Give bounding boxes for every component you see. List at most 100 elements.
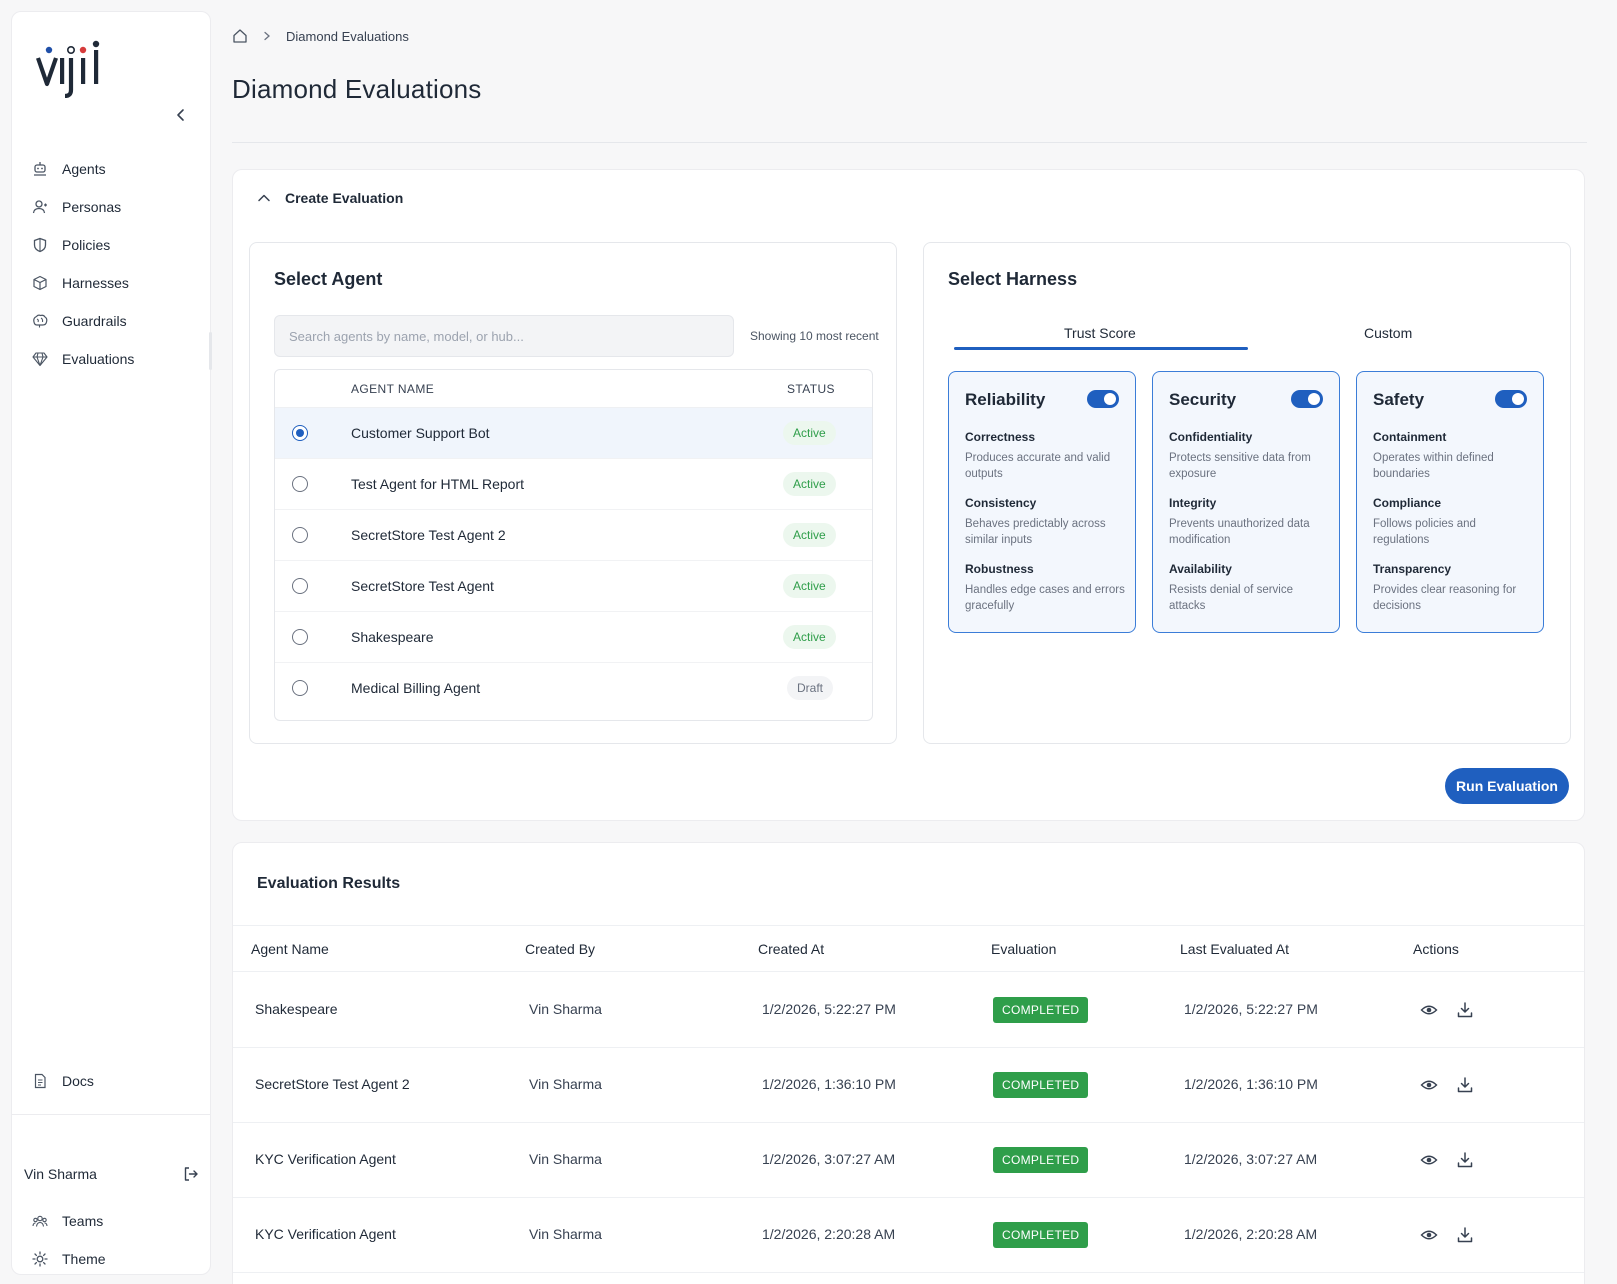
chevron-up-icon (258, 194, 270, 202)
agent-search-input[interactable] (274, 315, 734, 357)
vijil-logo[interactable] (36, 34, 116, 99)
column-last-evaluated-at[interactable]: Last Evaluated At (1180, 941, 1289, 957)
safety-toggle[interactable] (1495, 390, 1527, 408)
status-badge: Active (783, 625, 836, 649)
row-created-by: Vin Sharma (529, 1226, 602, 1242)
sidebar-item-theme[interactable]: Theme (12, 1240, 212, 1278)
column-evaluation[interactable]: Evaluation (991, 941, 1057, 957)
agent-icon (32, 161, 48, 177)
download-icon (1457, 1227, 1473, 1243)
agent-radio[interactable] (292, 425, 308, 441)
download-icon (1457, 1152, 1473, 1168)
sidebar-item-harnesses[interactable]: Harnesses (12, 264, 212, 302)
sidebar-item-evaluations[interactable]: Evaluations (12, 340, 212, 378)
download-button[interactable] (1454, 1224, 1476, 1246)
harness-card-title: Security (1169, 390, 1237, 409)
column-status: STATUS (787, 382, 835, 396)
tab-trust-score[interactable]: Trust Score (1064, 325, 1136, 341)
shield-icon (32, 237, 48, 253)
harness-item: Transparency Provides clear reasoning for… (1373, 562, 1533, 614)
harness-item: Availability Resists denial of service at… (1169, 562, 1329, 614)
column-agent-name: AGENT NAME (351, 382, 435, 396)
collapse-sidebar-button[interactable] (168, 102, 194, 128)
agent-row[interactable]: Customer Support Bot Active (275, 408, 872, 459)
home-button[interactable] (232, 28, 248, 44)
harness-card-title: Safety (1373, 390, 1425, 409)
logout-button[interactable] (182, 1165, 200, 1183)
title-divider (232, 142, 1587, 143)
sidebar-item-label: Agents (62, 161, 106, 177)
tab-custom[interactable]: Custom (1364, 325, 1413, 341)
sidebar: Agents Personas Policies Harnesses Guard… (11, 11, 212, 1278)
agent-row[interactable]: Medical Billing Agent Draft (275, 663, 872, 714)
table-row[interactable]: SecretStore Test Agent 2 Vin Sharma 1/2/… (233, 1048, 1584, 1123)
harness-item-title: Availability (1169, 562, 1232, 576)
create-evaluation-toggle[interactable]: Create Evaluation (257, 190, 403, 206)
breadcrumb: Diamond Evaluations (232, 28, 409, 44)
run-evaluation-button[interactable]: Run Evaluation (1445, 768, 1569, 804)
harness-card-security[interactable]: Security Confidentiality Protects sensiti… (1152, 371, 1340, 633)
security-toggle[interactable] (1291, 390, 1323, 408)
row-created-at: 1/2/2026, 2:20:28 AM (762, 1226, 896, 1242)
sidebar-item-policies[interactable]: Policies (12, 226, 212, 264)
view-button[interactable] (1418, 1074, 1440, 1096)
download-button[interactable] (1454, 999, 1476, 1021)
sidebar-item-label: Personas (62, 199, 122, 215)
agent-row[interactable]: SecretStore Test Agent Active (275, 561, 872, 612)
sidebar-item-personas[interactable]: Personas (12, 188, 212, 226)
row-agent-name: SecretStore Test Agent 2 (255, 1076, 410, 1092)
agent-radio[interactable] (292, 680, 308, 696)
row-last-evaluated: 1/2/2026, 2:20:28 AM (1184, 1226, 1318, 1242)
harness-item-title: Compliance (1373, 496, 1442, 510)
view-button[interactable] (1418, 1149, 1440, 1171)
harness-item-desc: Resists denial of service attacks (1169, 584, 1293, 612)
download-button[interactable] (1454, 1074, 1476, 1096)
agent-row[interactable]: SecretStore Test Agent 2 Active (275, 510, 872, 561)
sidebar-item-docs[interactable]: Docs (12, 1062, 212, 1100)
harness-item-title: Robustness (965, 562, 1034, 576)
table-row[interactable]: KYC Verification Agent Vin Sharma 1/2/20… (233, 1123, 1584, 1198)
harness-item: Robustness Handles edge cases and errors … (965, 562, 1125, 614)
row-last-evaluated: 1/2/2026, 1:36:10 PM (1184, 1076, 1318, 1092)
column-created-at[interactable]: Created At (758, 941, 825, 957)
breadcrumb-current: Diamond Evaluations (286, 28, 409, 44)
agent-radio[interactable] (292, 527, 308, 543)
create-evaluation-card: Create Evaluation Select Agent Showing 1… (232, 169, 1585, 821)
harness-card-safety[interactable]: Safety Containment Operates within define… (1356, 371, 1544, 633)
sidebar-item-agents[interactable]: Agents (12, 150, 212, 188)
results-title: Evaluation Results (257, 875, 401, 892)
harness-item-desc: Handles edge cases and errors gracefully (965, 584, 1125, 612)
harness-card-reliability[interactable]: Reliability Correctness Produces accurate… (948, 371, 1136, 633)
download-button[interactable] (1454, 1149, 1476, 1171)
view-button[interactable] (1418, 1224, 1440, 1246)
page-title: Diamond Evaluations (232, 74, 482, 104)
agent-name: Customer Support Bot (351, 425, 490, 441)
results-table-header: Agent Name Created By Created At Evaluat… (233, 926, 1584, 972)
column-agent-name[interactable]: Agent Name (251, 941, 329, 957)
column-actions: Actions (1413, 941, 1459, 957)
home-icon (233, 29, 247, 43)
persona-icon (32, 199, 48, 215)
sidebar-item-teams[interactable]: Teams (12, 1202, 212, 1240)
reliability-toggle[interactable] (1087, 390, 1119, 408)
user-name: Vin Sharma (24, 1166, 97, 1182)
agent-radio[interactable] (292, 578, 308, 594)
row-created-at: 1/2/2026, 1:36:10 PM (762, 1076, 896, 1092)
agent-row[interactable]: Shakespeare Active (275, 612, 872, 663)
agent-radio[interactable] (292, 476, 308, 492)
harness-item-title: Consistency (965, 496, 1037, 510)
agent-name: Test Agent for HTML Report (351, 476, 524, 492)
table-row[interactable]: KYC Verification Agent Vin Sharma 1/2/20… (233, 1198, 1584, 1273)
row-last-evaluated: 1/2/2026, 5:22:27 PM (1184, 1001, 1318, 1017)
harness-item-title: Correctness (965, 430, 1036, 444)
table-row[interactable]: Shakespeare Vin Sharma 1/2/2026, 5:22:27… (233, 973, 1584, 1048)
column-created-by[interactable]: Created By (525, 941, 596, 957)
download-icon (1457, 1002, 1473, 1018)
view-button[interactable] (1418, 999, 1440, 1021)
sidebar-scroll-indicator[interactable] (209, 332, 212, 370)
harness-item: Consistency Behaves predictably across si… (965, 496, 1125, 548)
sidebar-item-guardrails[interactable]: Guardrails (12, 302, 212, 340)
select-harness-panel: Select Harness Trust Score Custom Reliab… (923, 242, 1571, 744)
agent-row[interactable]: Test Agent for HTML Report Active (275, 459, 872, 510)
agent-radio[interactable] (292, 629, 308, 645)
